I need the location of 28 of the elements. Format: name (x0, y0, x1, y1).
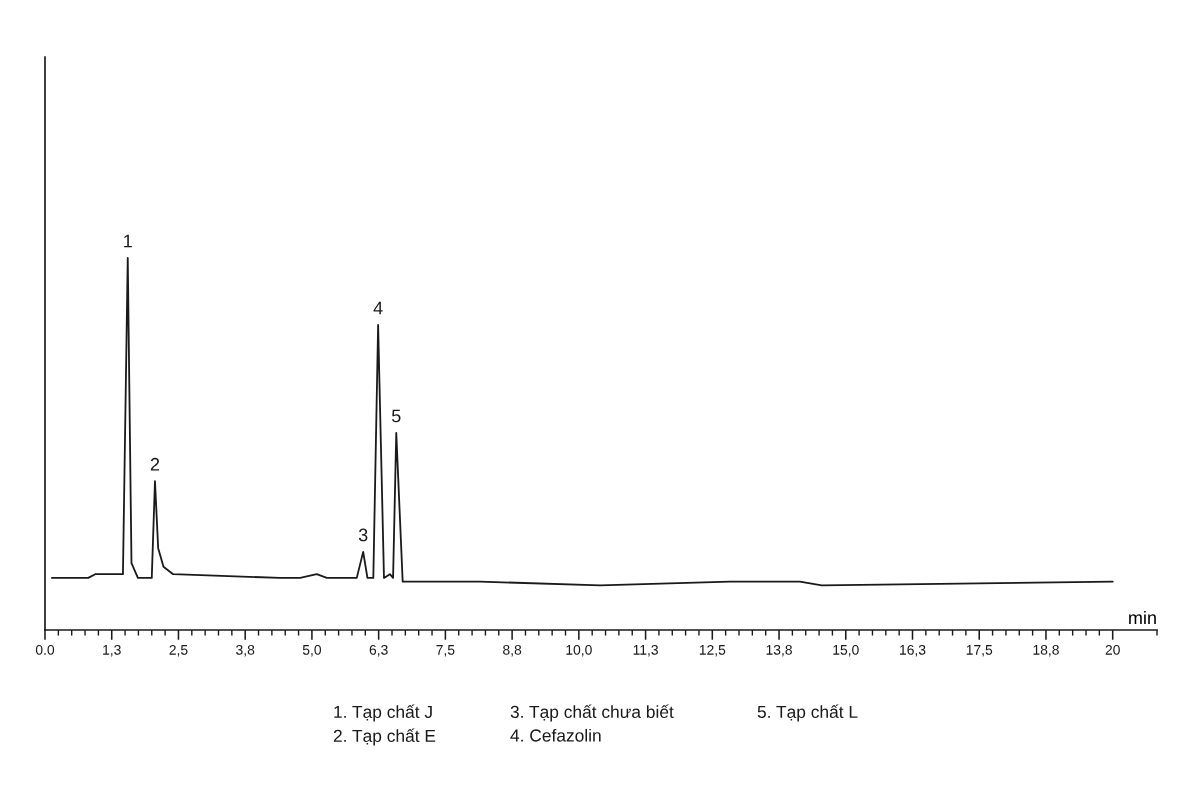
text: 4. Cefazolin (510, 728, 601, 742)
x-tick-label: 20 (1105, 644, 1120, 655)
x-tick-label: 10,0 (566, 644, 592, 657)
x-tick-label: 5,0 (302, 644, 322, 657)
text: 5. Tạp chất L (757, 704, 858, 722)
x-tick-label: 8,8 (503, 644, 522, 657)
annotation: 4 (373, 301, 383, 315)
text: 3. Tạp chất chưa biết (510, 704, 674, 722)
x-tick-label: 2,5 (169, 644, 188, 657)
x-axis-title: min (1129, 610, 1156, 624)
x-tick-label: 3,8 (236, 644, 255, 657)
annotation: 1 (124, 234, 132, 248)
annotation: 2 (150, 457, 160, 471)
text: 1. Tạp chất J (334, 704, 432, 722)
x-tick-label: 11,3 (633, 644, 658, 657)
x-tick-label: 18,8 (1033, 644, 1059, 657)
x-tick-label: 15,0 (833, 644, 859, 657)
annotation: 5 (391, 409, 401, 423)
x-tick-label: 0.0 (35, 644, 55, 655)
x-tick-label: 6,3 (369, 644, 388, 657)
x-tick-label: 17,5 (966, 645, 993, 657)
x-tick-label: 12,5 (699, 644, 726, 657)
x-tick-label: 16,3 (900, 644, 926, 657)
text: 2. Tạp chất E (333, 728, 436, 746)
x-tick-label: 7,5 (436, 645, 455, 657)
x-tick-label: 13,8 (766, 644, 792, 657)
x-tick-label: 1,3 (103, 644, 121, 657)
annotation: 3 (358, 528, 368, 542)
